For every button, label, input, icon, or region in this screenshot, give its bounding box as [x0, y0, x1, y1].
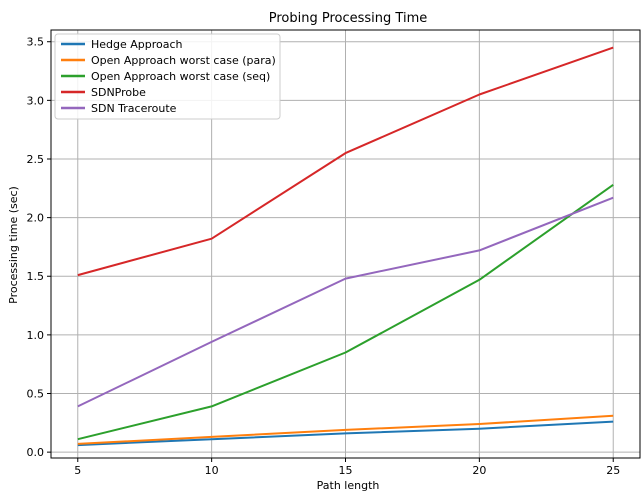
y-axis-ticks: 0.0 0.5 1.0 1.5 2.0 2.5 3.0 3.5: [27, 36, 51, 459]
legend-label-1: Open Approach worst case (para): [91, 54, 276, 67]
series-line-1: [77, 414, 614, 445]
y-axis-label: Processing time (sec): [7, 186, 20, 304]
y-tick-label-6: 3.0: [27, 94, 45, 107]
y-tick-label-4: 2.0: [27, 212, 45, 225]
y-tick-label-5: 2.5: [27, 153, 45, 166]
x-tick-label-2: 15: [339, 464, 353, 477]
chart-title: Probing Processing Time: [269, 11, 427, 26]
x-tick-label-0: 5: [74, 464, 81, 477]
y-tick-label-7: 3.5: [27, 36, 45, 49]
series-line-2: [77, 183, 614, 441]
x-tick-label-3: 20: [472, 464, 486, 477]
legend-label-4: SDN Traceroute: [91, 102, 177, 115]
y-tick-label-3: 1.5: [27, 270, 45, 283]
legend: Hedge Approach Open Approach worst case (…: [54, 33, 281, 120]
y-tick-label-0: 0.0: [27, 446, 45, 459]
y-tick-label-1: 0.5: [27, 388, 45, 401]
x-tick-label-1: 10: [205, 464, 219, 477]
legend-label-3: SDNProbe: [91, 86, 146, 99]
x-axis-ticks: 5 10 15 20 25: [74, 458, 620, 477]
y-tick-label-2: 1.0: [27, 329, 45, 342]
x-axis-label: Path length: [317, 479, 380, 492]
series-line-4: [77, 196, 614, 408]
legend-label-0: Hedge Approach: [91, 38, 183, 51]
series-line-3: [77, 46, 614, 277]
series-lines: [77, 46, 614, 447]
x-tick-label-4: 25: [606, 464, 620, 477]
legend-label-2: Open Approach worst case (seq): [91, 70, 270, 83]
legend-box: [54, 33, 281, 120]
series-line-0: [77, 420, 614, 447]
